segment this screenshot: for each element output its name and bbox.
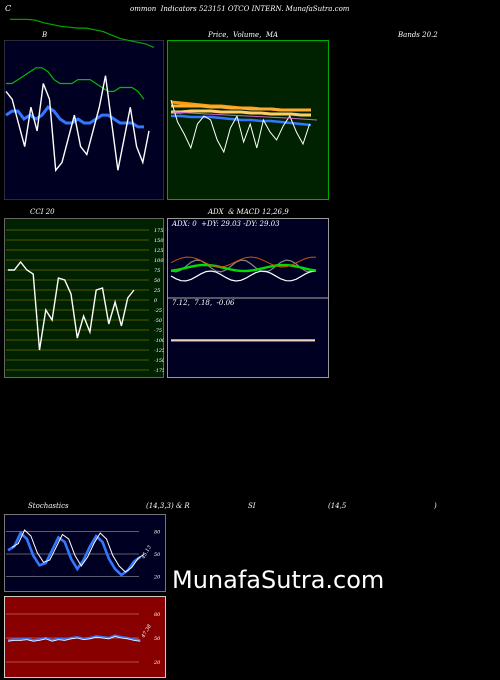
cci-label: CCI 20 [30,208,55,216]
cci-frame [4,218,164,378]
cci-tick-label: 0 [154,298,158,304]
price-panel [167,40,329,200]
stoch-params: (14,3,3) & R [146,502,190,510]
rsi-tick-label: 20 [153,660,161,666]
adx-values: ADX: 0 +DY: 29.03 -DY: 29.03 [172,220,280,228]
cci-tick-label: 100 [154,258,164,264]
rsi-title: SI [248,502,256,510]
stoch-tick-label: 20 [153,575,161,581]
stoch-title: Stochastics [28,502,69,510]
price-ma-2 [171,104,311,112]
adx-green-series [170,263,317,273]
watermark: MunafaSutra.com [172,566,385,594]
cci-tick-label: 50 [154,278,161,284]
cci-tick-label: 175 [154,228,164,234]
price-ma-3 [171,109,311,117]
cci-tick-label: -75 [154,328,162,334]
bands-right-label: Bands 20.2 [398,31,438,39]
bollinger-frame [4,40,164,200]
cci-tick-label: 150 [154,238,164,244]
cci-tick-label: -25 [154,308,162,314]
rsi-close: ) [434,502,437,510]
cci-tick-label: -175 [154,368,164,374]
rsi-tick-label: 50 [154,636,161,642]
adx-macd-panel [167,218,329,378]
cci-tick-label: -100 [154,338,164,344]
header-initial: C [5,4,12,13]
rsi-series [7,634,141,642]
bb-upper-series [6,67,145,100]
rsi-tick-label: 80 [154,612,161,618]
price-blue-ma [171,114,312,127]
bands-label: B [42,31,48,39]
cci-series [8,260,135,351]
rsi-signal-series [7,635,141,642]
rsi-params: (14,5 [328,502,347,510]
cci-tick-label: -150 [154,358,164,364]
bb-upper-top-line [10,18,155,48]
rsi-frame [4,596,166,678]
adx-orange-series [170,256,317,268]
cci-tick-label: 25 [153,288,160,294]
stoch-tick-label: 80 [154,530,161,536]
stoch-tick-label: 50 [154,552,161,558]
bb-close-series [5,75,150,173]
price-close-series [170,99,311,154]
adx-white-series [170,270,317,282]
adx-gray-series [170,259,317,273]
stoch-d-series [11,529,145,573]
page-title: ommon Indicators 523151 OTCO INTERN. Mun… [130,5,350,13]
price-purple-line [172,111,318,121]
stoch-frame [4,514,166,592]
macd-values: 7.12, 7.18, -0.06 [172,299,235,307]
cci-tick-label: 75 [154,268,160,274]
adx-macd-label: ADX & MACD 12,26,9 [208,208,289,216]
cci-tick-label: -125 [154,348,164,354]
cci-panel: 175 150 125 100 75 50 25 0 -25 -50 -75 -100 -125 -150… [4,218,164,378]
bands-top-line [10,18,155,48]
price-label: Price, Volume, MA [208,31,279,39]
cci-tick-label: -50 [154,318,163,324]
bollinger-panel [4,40,164,200]
stoch-k-series [7,530,142,577]
cci-tick-label: 125 [154,248,164,254]
